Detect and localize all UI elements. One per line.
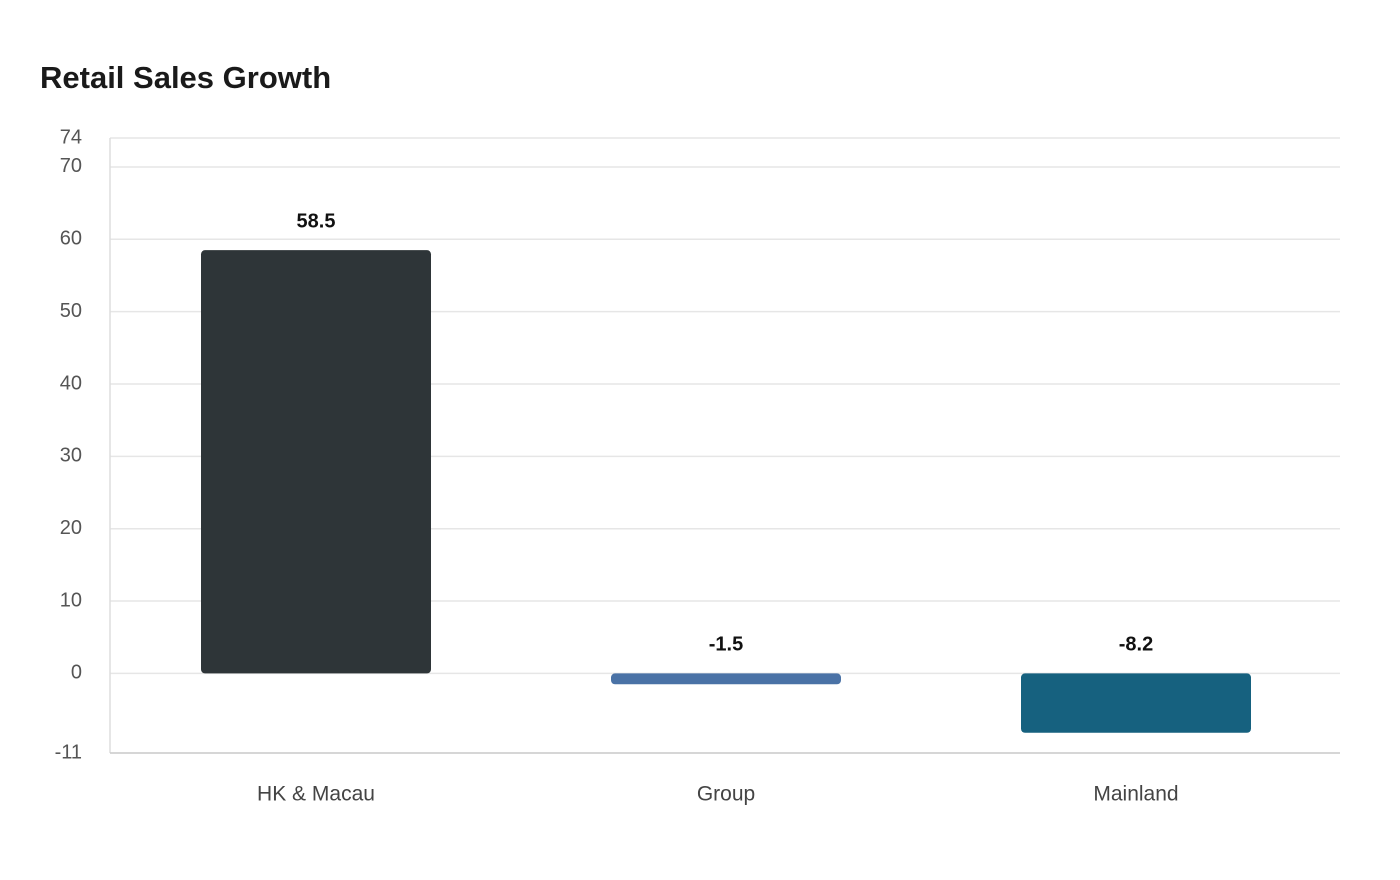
bar [611, 673, 841, 685]
y-tick-label: -11 [55, 741, 82, 763]
x-tick-label: Group [697, 783, 755, 806]
x-tick-label: Mainland [1093, 783, 1178, 806]
y-tick-label: 70 [60, 155, 82, 177]
y-tick-label: 50 [60, 300, 82, 322]
x-tick-label: HK & Macau [257, 783, 375, 806]
value-label: -1.5 [709, 634, 743, 656]
y-tick-label: 74 [60, 126, 82, 148]
value-label: -8.2 [1119, 634, 1153, 656]
y-tick-label: 20 [60, 517, 82, 539]
y-tick-label: 60 [60, 228, 82, 250]
y-tick-label: 30 [60, 445, 82, 467]
chart-title: Retail Sales Growth [40, 60, 331, 95]
bar [1021, 673, 1251, 733]
value-label: 58.5 [297, 210, 336, 232]
y-tick-label: 0 [71, 662, 82, 684]
y-tick-label: 40 [60, 372, 82, 394]
y-tick-label: 10 [60, 589, 82, 611]
bar [201, 250, 431, 674]
